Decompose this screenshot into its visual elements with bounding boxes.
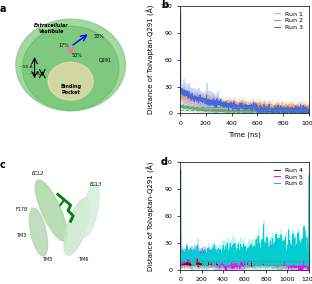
Run 2 <box>191 106 195 110</box>
Run 4 <box>222 263 226 266</box>
Ellipse shape <box>35 180 67 241</box>
Text: 33%: 33% <box>94 34 105 39</box>
Run 4 <box>249 261 252 264</box>
Run 6 <box>246 255 250 258</box>
Text: ECL3: ECL3 <box>90 182 103 187</box>
Run 6 <box>178 169 182 173</box>
Run 5 <box>307 257 311 261</box>
Run 3 <box>281 108 285 112</box>
Run 1 <box>267 105 271 109</box>
Ellipse shape <box>16 19 125 111</box>
Ellipse shape <box>22 26 119 110</box>
Run 4 <box>234 263 238 266</box>
Line: Run 2: Run 2 <box>180 105 309 113</box>
Run 6 <box>234 261 238 264</box>
Run 5 <box>246 258 250 262</box>
Run 4 <box>307 263 311 266</box>
Text: TM6: TM6 <box>78 257 89 262</box>
Run 6 <box>195 254 199 258</box>
Run 2 <box>279 109 283 113</box>
Run 3 <box>279 109 283 112</box>
Run 1 <box>304 109 308 113</box>
Run 1 <box>178 93 182 97</box>
Run 1 <box>235 103 239 106</box>
Text: ~5 Å: ~5 Å <box>29 72 40 76</box>
Run 6 <box>222 259 226 262</box>
Run 5 <box>249 253 252 256</box>
Line: Run 5: Run 5 <box>180 238 309 271</box>
Run 4 <box>246 260 250 264</box>
Run 5 <box>222 260 225 264</box>
Run 2 <box>281 110 285 113</box>
Run 3 <box>191 97 195 100</box>
Ellipse shape <box>64 198 90 255</box>
Run 1 <box>178 92 182 95</box>
Run 3 <box>307 109 311 113</box>
Run 2 <box>267 109 271 112</box>
Run 3 <box>235 106 239 109</box>
Run 5 <box>234 262 238 265</box>
Text: b: b <box>161 0 168 10</box>
Run 5 <box>200 255 204 258</box>
Text: c: c <box>0 160 6 170</box>
Run 3 <box>256 112 260 116</box>
Legend: Run 4, Run 5, Run 6: Run 4, Run 5, Run 6 <box>271 165 306 189</box>
Run 6 <box>190 264 194 267</box>
Run 3 <box>230 105 234 108</box>
Run 4 <box>196 265 200 268</box>
Text: ECL2: ECL2 <box>32 171 45 176</box>
Text: Extracellular
Vestibule: Extracellular Vestibule <box>34 23 69 34</box>
Run 1 <box>281 105 285 109</box>
Run 2 <box>178 103 182 106</box>
Ellipse shape <box>80 184 100 237</box>
Legend: Run 1, Run 2, Run 3: Run 1, Run 2, Run 3 <box>271 9 306 32</box>
Run 4 <box>200 260 204 264</box>
Run 6 <box>307 174 311 177</box>
Run 3 <box>267 104 271 107</box>
Run 4 <box>178 169 182 173</box>
Text: TM3: TM3 <box>17 233 27 239</box>
Text: d: d <box>161 156 168 167</box>
Run 1 <box>231 102 234 105</box>
Run 1 <box>192 98 195 101</box>
X-axis label: Time (ns): Time (ns) <box>228 132 261 138</box>
Run 6 <box>200 258 204 262</box>
Run 6 <box>249 264 252 267</box>
Line: Run 1: Run 1 <box>180 93 309 111</box>
Run 5 <box>195 252 199 256</box>
Text: a: a <box>0 3 6 14</box>
Run 2 <box>230 109 234 112</box>
Run 3 <box>178 13 182 16</box>
Run 1 <box>279 105 283 108</box>
Text: ~15 Å: ~15 Å <box>19 65 33 69</box>
Y-axis label: Distance of Tolvaptan-Q291 (Å): Distance of Tolvaptan-Q291 (Å) <box>147 5 155 114</box>
Text: TM5: TM5 <box>42 257 53 262</box>
Text: Q291: Q291 <box>99 58 112 63</box>
Run 5 <box>178 237 182 240</box>
Text: 17%: 17% <box>59 43 70 48</box>
Text: Binding
Pocket: Binding Pocket <box>60 84 81 95</box>
Run 2 <box>307 110 311 113</box>
Run 1 <box>307 105 311 109</box>
Run 4 <box>195 260 199 263</box>
Run 2 <box>266 112 270 115</box>
Y-axis label: Distance of Tolvaptan-Q291 (Å): Distance of Tolvaptan-Q291 (Å) <box>147 161 155 271</box>
Text: F178: F178 <box>16 206 28 212</box>
Text: 50%: 50% <box>72 53 82 59</box>
Ellipse shape <box>48 62 93 100</box>
Ellipse shape <box>29 208 47 256</box>
Run 5 <box>297 270 301 273</box>
Line: Run 3: Run 3 <box>180 15 309 114</box>
Line: Run 4: Run 4 <box>180 171 309 267</box>
Run 2 <box>235 110 239 113</box>
Line: Run 6: Run 6 <box>180 171 309 265</box>
